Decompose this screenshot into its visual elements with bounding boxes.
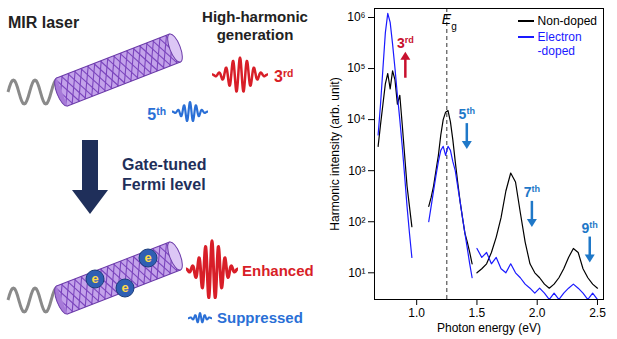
svg-text:2.0: 2.0	[529, 306, 546, 320]
svg-text:10¹: 10¹	[348, 266, 365, 280]
svg-text:7th: 7th	[524, 184, 540, 200]
svg-text:3rd: 3rd	[397, 35, 414, 51]
svg-text:1.0: 1.0	[408, 306, 425, 320]
svg-text:generation: generation	[217, 26, 294, 43]
svg-text:10⁴: 10⁴	[347, 112, 366, 126]
svg-text:Enhanced: Enhanced	[242, 262, 314, 279]
html-text:Electron: Electron	[537, 30, 582, 44]
svg-text:MIR laser: MIR laser	[8, 14, 79, 31]
svg-text:10⁶: 10⁶	[347, 10, 365, 24]
svg-text:e: e	[144, 250, 151, 265]
svg-text:Eg: Eg	[442, 11, 457, 32]
svg-text:1.5: 1.5	[469, 306, 486, 320]
svg-text:e: e	[121, 280, 128, 295]
svg-text:2.5: 2.5	[589, 306, 606, 320]
svg-text:10⁵: 10⁵	[347, 61, 365, 75]
svg-text:High-harmonic: High-harmonic	[202, 8, 308, 25]
svg-text:10³: 10³	[348, 164, 365, 178]
html-text:-doped: -doped	[537, 44, 575, 58]
html-text:Non-doped: Non-doped	[537, 14, 597, 28]
svg-text:Gate-tuned: Gate-tuned	[122, 156, 206, 173]
svg-text:Harmonic intensity (arb. unit): Harmonic intensity (arb. unit)	[328, 77, 342, 230]
svg-text:Fermi level: Fermi level	[122, 176, 206, 193]
svg-text:10²: 10²	[348, 215, 365, 229]
svg-text:e: e	[91, 271, 98, 286]
svg-text:3rd: 3rd	[274, 68, 293, 86]
svg-text:Suppressed: Suppressed	[217, 309, 303, 326]
svg-text:9th: 9th	[582, 220, 598, 236]
svg-text:Photon energy (eV): Photon energy (eV)	[437, 321, 541, 335]
svg-text:5th: 5th	[147, 106, 166, 124]
svg-text:5th: 5th	[459, 106, 475, 122]
